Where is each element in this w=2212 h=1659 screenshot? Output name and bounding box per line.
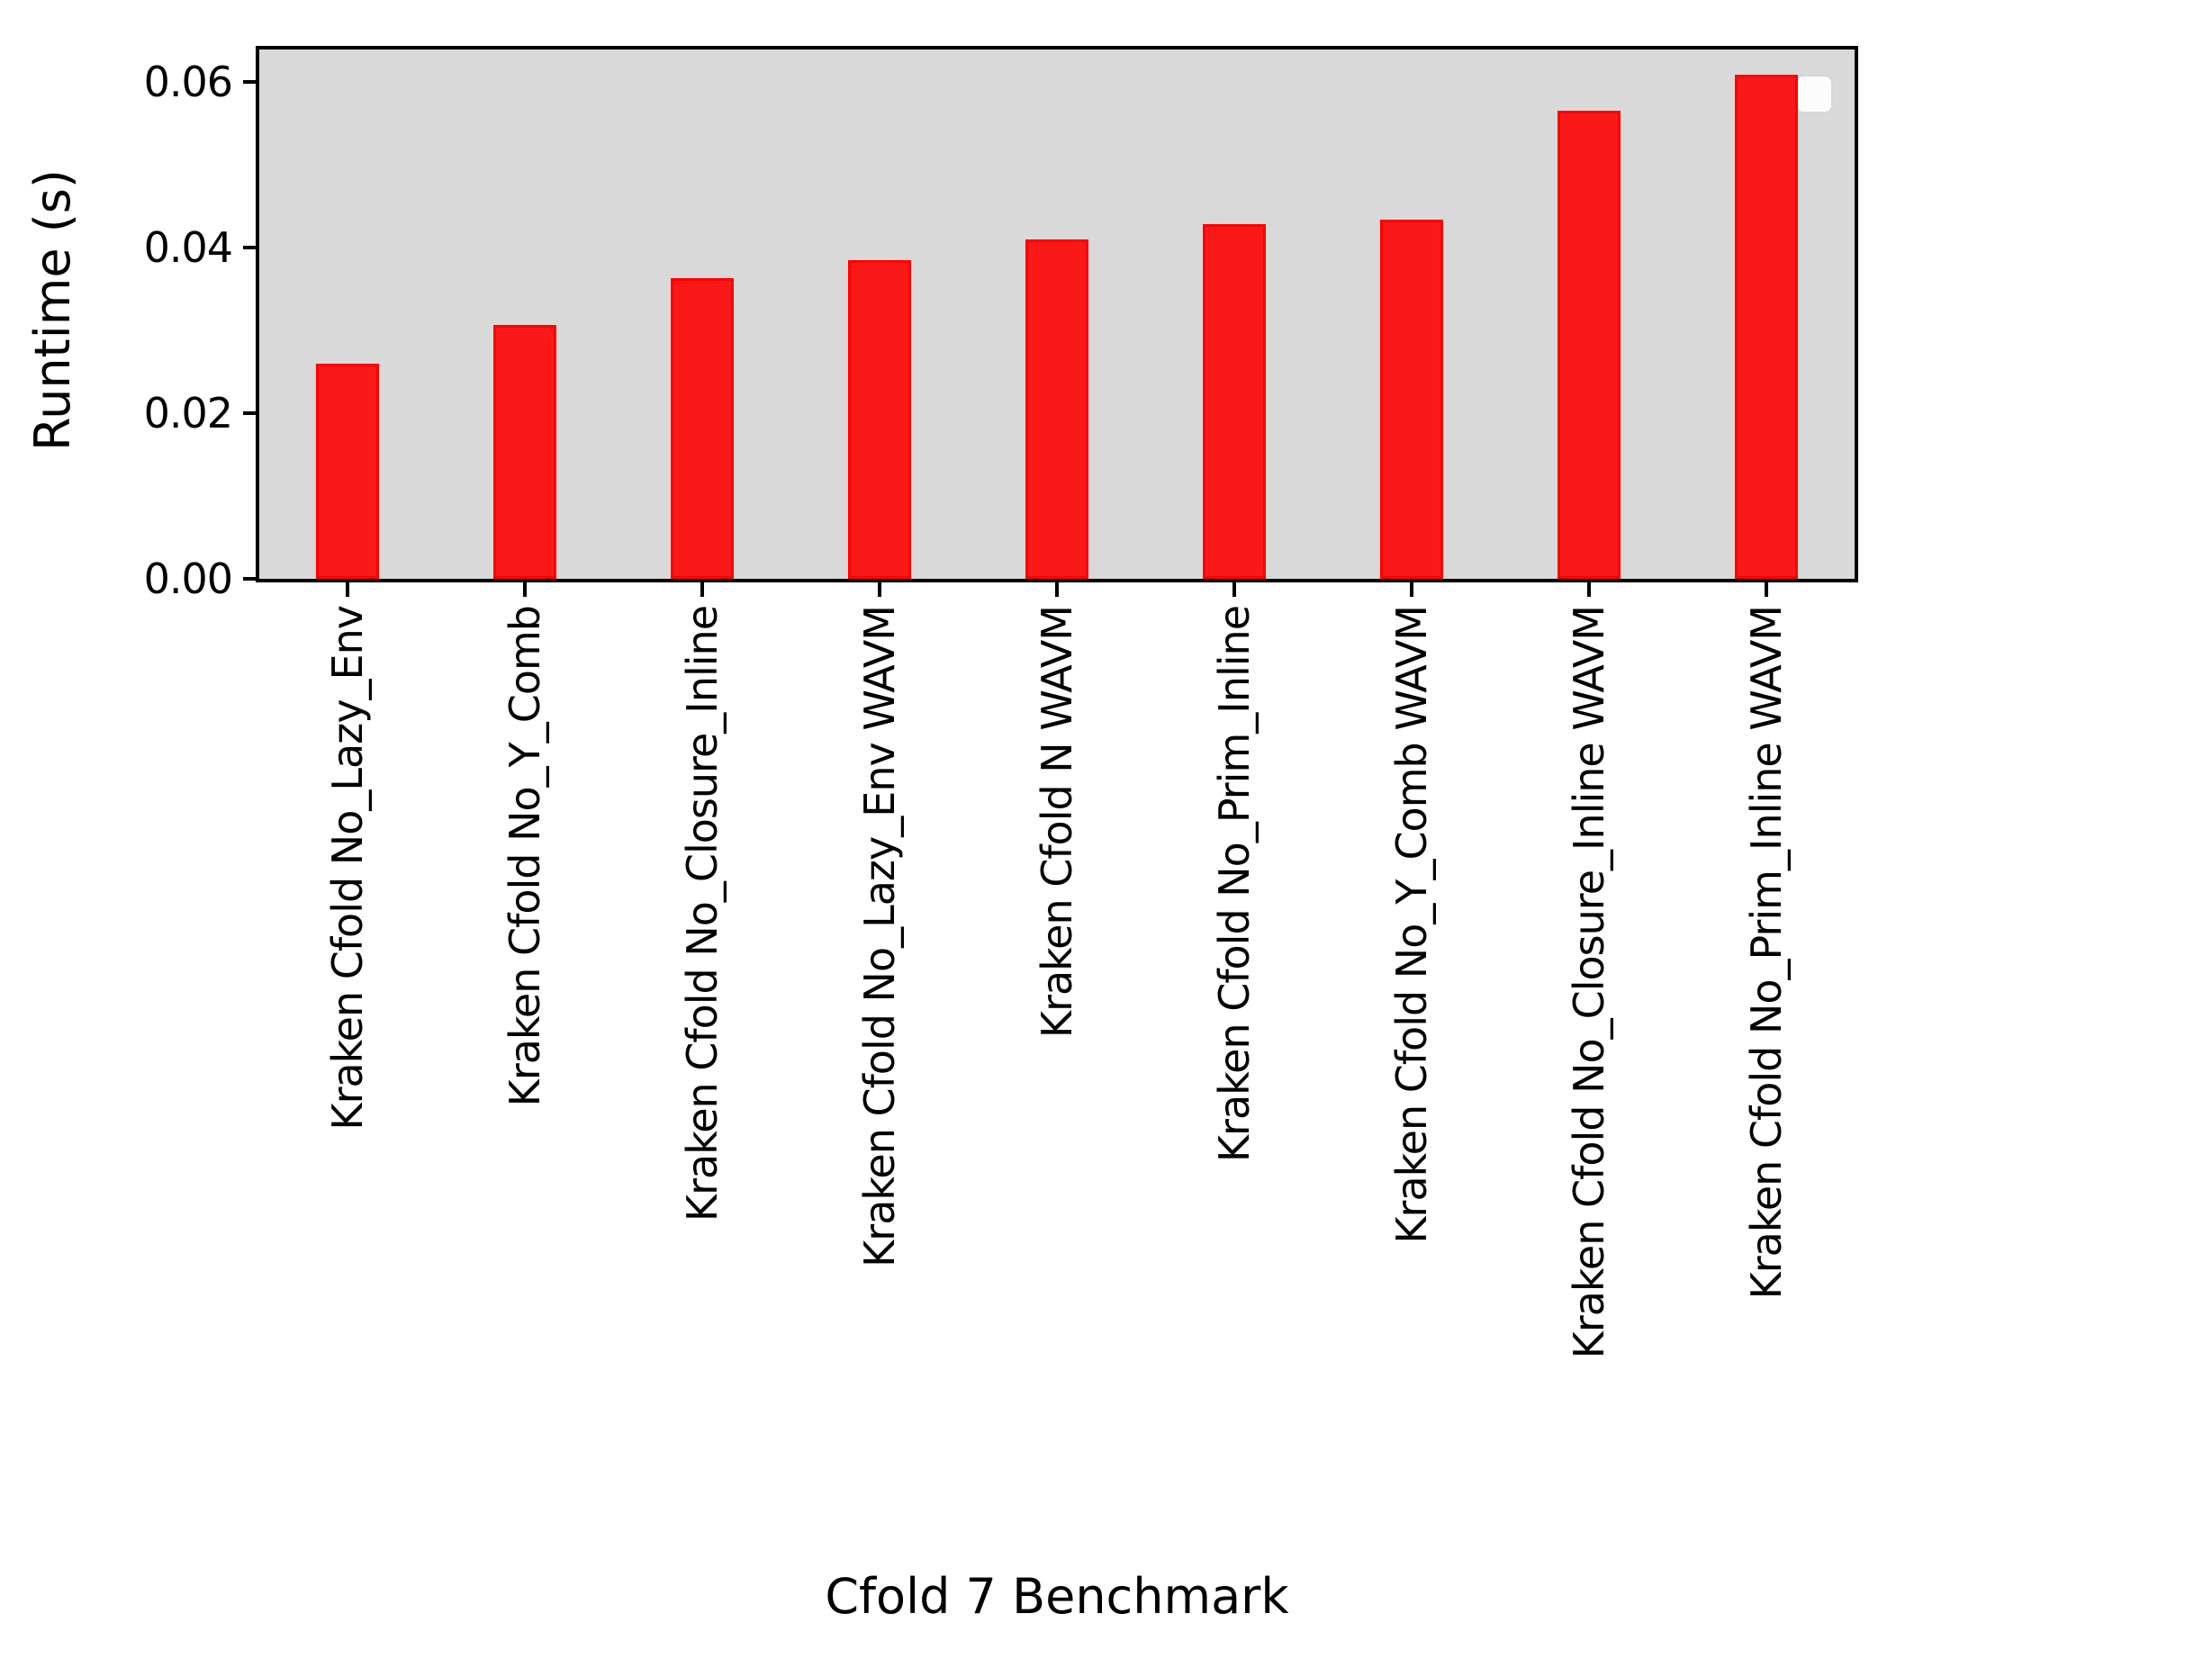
x-tick-mark — [1586, 582, 1591, 597]
y-tick-label: 0.02 — [143, 388, 233, 437]
y-tick-label: 0.00 — [143, 555, 233, 603]
y-tick-mark — [243, 577, 259, 581]
y-tick-label: 0.06 — [143, 57, 233, 106]
bar-1 — [493, 325, 557, 579]
x-tick-label: Kraken Cfold No_Y_Comb WAVM — [1386, 606, 1436, 1244]
bar-0 — [316, 363, 380, 579]
x-tick-label: Kraken Cfold No_Lazy_Env — [323, 606, 373, 1131]
x-tick-mark — [878, 582, 882, 597]
x-tick-label: Kraken Cfold N WAVM — [1033, 606, 1081, 1039]
x-tick-mark — [1764, 582, 1768, 597]
x-tick-mark — [700, 582, 705, 597]
x-tick-mark — [346, 582, 350, 597]
bar-5 — [1202, 224, 1266, 579]
x-tick-label: Kraken Cfold No_Closure_Inline WAVM — [1564, 606, 1613, 1359]
bar-2 — [671, 277, 735, 579]
y-tick-label: 0.04 — [143, 222, 233, 272]
bar-7 — [1557, 111, 1621, 579]
x-tick-label: Kraken Cfold No_Lazy_Env WAVM — [855, 606, 905, 1267]
y-tick-mark — [243, 79, 259, 84]
bar-3 — [848, 259, 912, 579]
y-tick-mark — [243, 245, 259, 249]
x-tick-label: Kraken Cfold No_Prim_Inline WAVM — [1741, 606, 1791, 1300]
y-tick-mark — [243, 410, 259, 415]
y-axis-label: Runtime (s) — [24, 169, 81, 452]
bar-4 — [1025, 239, 1088, 579]
bar-8 — [1734, 74, 1798, 579]
x-tick-mark — [1232, 582, 1236, 597]
x-tick-label: Kraken Cfold No_Closure_Inline — [678, 606, 727, 1222]
x-tick-label: Kraken Cfold No_Prim_Inline — [1209, 606, 1259, 1163]
x-tick-label: Kraken Cfold No_Y_Comb — [501, 606, 550, 1107]
x-tick-mark — [1055, 582, 1059, 597]
x-tick-mark — [1409, 582, 1413, 597]
x-tick-mark — [523, 582, 528, 597]
legend-box — [1794, 74, 1834, 114]
x-axis-label: Cfold 7 Benchmark — [825, 1568, 1289, 1625]
bar-6 — [1379, 219, 1443, 579]
